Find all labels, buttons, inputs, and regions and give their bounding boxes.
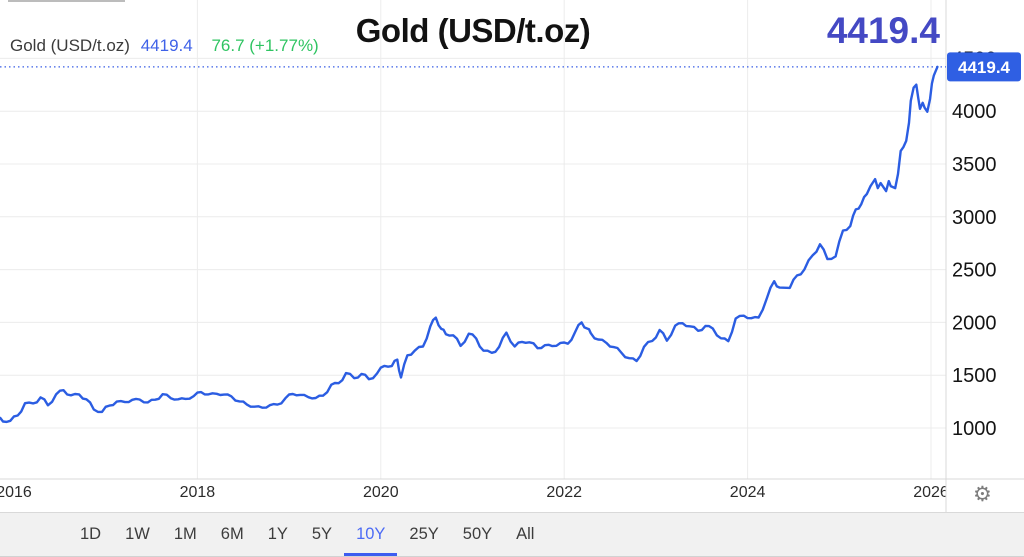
- range-button-all[interactable]: All: [516, 525, 535, 543]
- range-toolbar: 1D 1W 1M 6M 1Y 5Y 10Y 25Y 50Y All: [0, 512, 1024, 557]
- x-axis-label-2018: 2018: [180, 484, 216, 501]
- y-axis-label-3500: 3500: [952, 154, 997, 176]
- x-axis-label-2024: 2024: [730, 484, 766, 501]
- x-axis-label-2016: 2016: [0, 484, 32, 501]
- range-button-5y[interactable]: 5Y: [311, 525, 333, 543]
- range-button-1d[interactable]: 1D: [80, 525, 102, 543]
- x-axis-label-2022: 2022: [546, 484, 582, 501]
- range-button-1w[interactable]: 1W: [125, 525, 150, 543]
- current-price-badge-label: 4419.4: [958, 58, 1011, 77]
- y-axis-label-4000: 4000: [952, 101, 997, 123]
- settings-gear-icon[interactable]: ⚙: [973, 483, 992, 506]
- current-price-display: 4419.4: [826, 10, 940, 51]
- y-axis-label-2500: 2500: [952, 260, 997, 282]
- price-chart[interactable]: 1000150020002500300035004000450020162018…: [0, 0, 1024, 512]
- range-button-1m[interactable]: 1M: [173, 525, 197, 543]
- range-button-1y[interactable]: 1Y: [267, 525, 288, 543]
- y-axis-label-2000: 2000: [952, 312, 997, 334]
- gold-price-line: [0, 65, 939, 424]
- y-axis-label-1500: 1500: [952, 365, 997, 387]
- series-legend: Gold (USD/t.oz) 4419.4 76.7 (+1.77%): [10, 36, 319, 56]
- current-price-badge: [947, 52, 1021, 82]
- y-axis-label-3000: 3000: [952, 207, 997, 229]
- range-button-50y[interactable]: 50Y: [462, 525, 493, 543]
- legend-price-change: 76.7 (+1.77%): [211, 36, 319, 55]
- page-title: Gold (USD/t.oz): [355, 12, 591, 49]
- top-edge-artifact-line: [8, 0, 125, 2]
- legend-series-name: Gold (USD/t.oz): [10, 36, 130, 55]
- range-button-10y[interactable]: 10Y: [344, 513, 398, 556]
- legend-last-price: 4419.4: [140, 36, 193, 55]
- x-axis-label-2026: 2026: [913, 484, 949, 501]
- y-axis-label-1000: 1000: [952, 418, 997, 440]
- range-button-6m[interactable]: 6M: [220, 525, 244, 543]
- x-axis-label-2020: 2020: [363, 484, 399, 501]
- range-button-25y[interactable]: 25Y: [409, 525, 439, 543]
